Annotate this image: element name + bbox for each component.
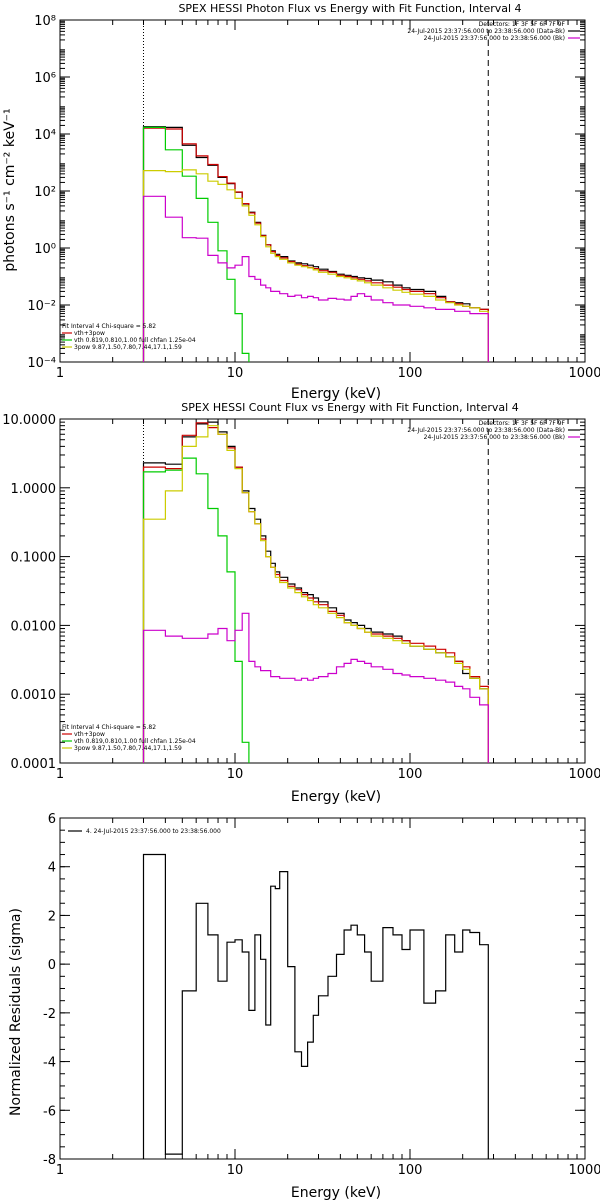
y-tick-label: -4 — [43, 1056, 56, 1071]
plot-frame — [59, 418, 586, 764]
x-axis-label: Energy (keV) — [291, 789, 381, 805]
x-tick-label: 10 — [227, 366, 244, 381]
x-tick-label: 1000 — [568, 767, 600, 782]
chart-title: SPEX HESSI Count Flux vs Energy with Fit… — [181, 401, 518, 414]
x-axis-label: Energy (keV) — [291, 386, 381, 402]
y-tick-label: -8 — [43, 1153, 56, 1168]
series-line — [142, 422, 489, 763]
y-tick-label: 4 — [48, 861, 56, 876]
y-tick-label: -2 — [43, 1007, 56, 1022]
count-flux-panel: SPEX HESSI Count Flux vs Energy with Fit… — [2, 401, 600, 805]
x-tick-label: 1 — [56, 366, 64, 381]
x-tick-label: 1 — [56, 767, 64, 782]
legend-entry: 24-Jul-2015 23:37:56.000 to 23:38:56.000… — [407, 427, 565, 434]
x-tick-label: 10 — [227, 1163, 244, 1178]
series-line — [142, 457, 250, 763]
y-tick-label: 1.0000 — [11, 482, 57, 497]
x-tick-label: 100 — [398, 366, 423, 381]
x-tick-label: 100 — [398, 1163, 423, 1178]
series-line — [142, 169, 489, 362]
x-tick-label: 1000 — [568, 1163, 600, 1178]
x-tick-label: 100 — [398, 767, 423, 782]
legend-entry: 24-Jul-2015 23:37:56.000 to 23:38:56.000… — [407, 28, 565, 35]
series-line — [142, 127, 489, 362]
y-tick-label: 0 — [48, 958, 56, 973]
y-tick-label: 10² — [34, 185, 56, 200]
series-line — [142, 126, 489, 362]
y-tick-label: -6 — [43, 1104, 56, 1119]
plot-frame — [59, 19, 586, 363]
series-line — [142, 612, 489, 763]
x-tick-label: 10 — [227, 767, 244, 782]
legend-entry: 24-Jul-2015 23:37:56.000 to 23:38:56.000… — [424, 35, 565, 42]
legend-entry: 3pow 9.87,1.50,7.80,7.44,17.1,1.59 — [74, 745, 182, 752]
y-tick-label: 10⁶ — [34, 71, 56, 86]
x-tick-label: 1000 — [568, 366, 600, 381]
y-tick-label: 10⁻⁴ — [27, 356, 56, 371]
y-tick-label: 10⁰ — [34, 242, 56, 257]
legend-entry: vth+3pow — [74, 731, 105, 738]
photon-flux-panel: SPEX HESSI Photon Flux vs Energy with Fi… — [2, 2, 600, 402]
y-tick-label: 0.0100 — [11, 619, 57, 634]
legend-entry: 3pow 9.87,1.50,7.80,7.44,17.1,1.59 — [74, 344, 182, 351]
legend-entry: Detectors: 1F 3F 5F 6F 7F 9F — [479, 420, 566, 427]
residuals-panel: Energy (keV) Normalized Residuals (sigma… — [8, 812, 600, 1200]
series-line — [142, 853, 489, 1159]
y-tick-label: 10⁴ — [34, 128, 56, 143]
y-tick-label: 0.0001 — [11, 757, 57, 772]
y-tick-label: 10.0000 — [2, 413, 56, 428]
y-axis-label: photons s⁻¹ cm⁻² keV⁻¹ — [2, 108, 18, 271]
legend-entry: 4. 24-Jul-2015 23:37:56.000 to 23:38:56.… — [86, 828, 221, 835]
series-line — [142, 195, 489, 362]
legend-entry: 24-Jul-2015 23:37:56.000 to 23:38:56.000… — [424, 434, 565, 441]
legend-entry: Detectors: 1F 3F 5F 6F 7F 9F — [479, 21, 566, 28]
series-line — [142, 126, 250, 362]
x-tick-label: 1 — [56, 1163, 64, 1178]
legend-entry: vth 0.819,0.810,1.00 full chfan 1.25e-04 — [74, 738, 196, 745]
legend-entry: vth+3pow — [74, 330, 105, 337]
x-axis-label: Energy (keV) — [291, 1185, 381, 1200]
plot-frame — [59, 817, 586, 1160]
series-line — [142, 425, 489, 763]
y-tick-label: 0.0010 — [11, 688, 57, 703]
y-tick-label: 6 — [48, 812, 56, 827]
y-axis-label: Normalized Residuals (sigma) — [8, 908, 24, 1116]
chart-title: SPEX HESSI Photon Flux vs Energy with Fi… — [178, 2, 521, 15]
y-tick-label: 10⁸ — [34, 14, 56, 29]
legend-entry: Fit Interval 4 Chi-square = 5.82 — [62, 323, 156, 330]
legend-entry: Fit Interval 4 Chi-square = 5.82 — [62, 724, 156, 731]
legend-entry: vth 0.819,0.810,1.00 full chfan 1.25e-04 — [74, 337, 196, 344]
y-tick-label: 0.1000 — [11, 551, 57, 566]
series-line — [142, 421, 489, 763]
y-tick-label: 2 — [48, 909, 56, 924]
y-tick-label: 10⁻² — [27, 299, 56, 314]
